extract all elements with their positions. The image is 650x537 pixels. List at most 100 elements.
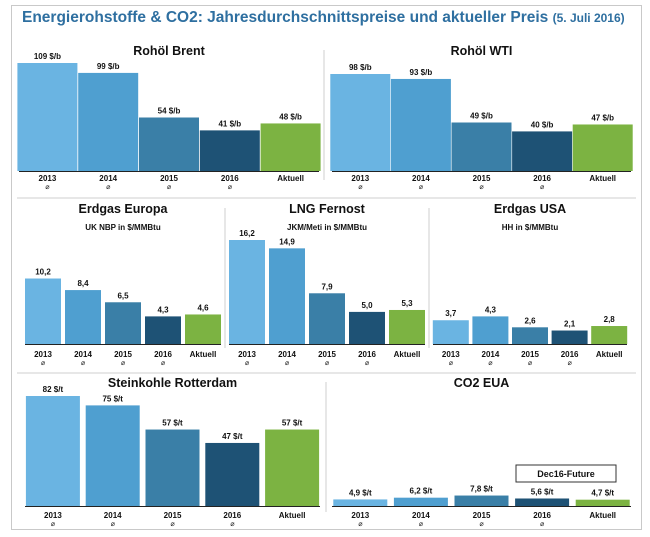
bar-2014 xyxy=(65,290,101,344)
chart-subtitle: JKM/Meti in $/MMBtu xyxy=(287,223,367,232)
average-symbol: ⌀ xyxy=(365,359,369,367)
average-symbol: ⌀ xyxy=(419,183,423,191)
average-symbol: ⌀ xyxy=(358,183,362,191)
x-tick-label: Aktuell xyxy=(589,174,616,183)
average-symbol: ⌀ xyxy=(540,520,544,528)
average-symbol: ⌀ xyxy=(230,520,234,528)
average-symbol: ⌀ xyxy=(51,520,55,528)
average-symbol: ⌀ xyxy=(479,183,483,191)
figure-frame xyxy=(11,5,642,530)
bar-2014 xyxy=(85,405,140,506)
bar-aktuell xyxy=(575,499,630,506)
data-label: 54 $/b xyxy=(158,106,181,115)
bar-2016 xyxy=(349,311,385,344)
data-label: 82 $/t xyxy=(43,385,64,394)
bar-2015 xyxy=(145,429,200,506)
average-symbol: ⌀ xyxy=(285,359,289,367)
data-label: 4,7 $/t xyxy=(591,489,614,498)
x-tick-label: 2015 xyxy=(318,350,336,359)
x-tick-label: 2015 xyxy=(160,174,178,183)
data-label: 10,2 xyxy=(35,268,51,277)
data-label: 5,0 xyxy=(361,301,373,310)
x-tick-label: 2014 xyxy=(104,511,122,520)
x-tick-label: 2015 xyxy=(114,350,132,359)
bar-2015 xyxy=(512,327,548,344)
bar-2016 xyxy=(551,330,588,344)
data-label: 99 $/b xyxy=(97,62,120,71)
x-tick-label: 2014 xyxy=(412,511,430,520)
chart-title: Erdgas USA xyxy=(494,202,566,216)
bar-2014 xyxy=(78,72,139,171)
x-tick-label: 2016 xyxy=(223,511,241,520)
bar-aktuell xyxy=(572,124,633,171)
average-symbol: ⌀ xyxy=(325,359,329,367)
average-symbol: ⌀ xyxy=(228,183,232,191)
data-label: 75 $/t xyxy=(102,394,123,403)
data-label: 4,3 xyxy=(157,305,169,314)
bar-2016 xyxy=(205,442,260,506)
data-label: 93 $/b xyxy=(410,68,433,77)
x-tick-label: 2013 xyxy=(238,350,256,359)
bar-2015 xyxy=(105,302,141,344)
average-symbol: ⌀ xyxy=(540,183,544,191)
x-tick-label: 2013 xyxy=(351,174,369,183)
chart-erdgas-europa: Erdgas Europa UK NBP in $/MMBtu 10,2 2013 ⌀ 8… xyxy=(25,202,221,367)
data-label: 8,4 xyxy=(77,279,89,288)
x-tick-label: 2016 xyxy=(221,174,239,183)
bar-2016 xyxy=(145,316,181,344)
average-symbol: ⌀ xyxy=(449,359,453,367)
chart-title: Rohöl Brent xyxy=(133,44,205,58)
chart-title: Erdgas Europa xyxy=(79,202,169,216)
x-tick-label: 2015 xyxy=(473,511,491,520)
x-tick-label: 2013 xyxy=(442,350,460,359)
x-tick-label: 2013 xyxy=(34,350,52,359)
bar-aktuell xyxy=(260,123,321,171)
x-tick-label: 2016 xyxy=(533,511,551,520)
average-symbol: ⌀ xyxy=(488,359,492,367)
x-tick-label: 2016 xyxy=(154,350,172,359)
data-label: 5,3 xyxy=(401,299,413,308)
data-label: 57 $/t xyxy=(282,419,303,428)
average-symbol: ⌀ xyxy=(567,359,571,367)
bar-2013 xyxy=(229,240,265,344)
average-symbol: ⌀ xyxy=(528,359,532,367)
x-tick-label: 2014 xyxy=(278,350,296,359)
average-symbol: ⌀ xyxy=(358,520,362,528)
chart-subtitle: UK NBP in $/MMBtu xyxy=(85,223,161,232)
bar-2015 xyxy=(309,293,345,344)
bar-2013 xyxy=(330,74,391,171)
data-label: 47 $/t xyxy=(222,432,243,441)
x-tick-label: 2014 xyxy=(99,174,117,183)
x-tick-label: 2013 xyxy=(44,511,62,520)
chart-title: LNG Fernost xyxy=(289,202,366,216)
chart-title: CO2 EUA xyxy=(454,376,510,390)
data-label: 98 $/b xyxy=(349,63,372,72)
data-label: 2,1 xyxy=(564,320,576,329)
data-label: 41 $/b xyxy=(218,119,241,128)
bar-2013 xyxy=(17,63,78,171)
bar-2016 xyxy=(199,130,260,171)
data-label: 14,9 xyxy=(279,237,295,246)
data-label: 47 $/b xyxy=(591,113,614,122)
data-label: 7,8 $/t xyxy=(470,485,493,494)
x-tick-label: 2016 xyxy=(533,174,551,183)
chart-subtitle: HH in $/MMBtu xyxy=(502,223,559,232)
average-symbol: ⌀ xyxy=(121,359,125,367)
bar-2015 xyxy=(139,117,199,171)
x-tick-label: 2013 xyxy=(351,511,369,520)
bar-2015 xyxy=(451,122,512,171)
bar-2013 xyxy=(432,320,469,344)
data-label: 49 $/b xyxy=(470,112,493,121)
note-box xyxy=(515,464,617,483)
chart-title: Rohöl WTI xyxy=(451,44,513,58)
bar-aktuell xyxy=(591,326,628,344)
average-symbol: ⌀ xyxy=(245,359,249,367)
x-tick-label: Aktuell xyxy=(279,511,306,520)
average-symbol: ⌀ xyxy=(170,520,174,528)
average-symbol: ⌀ xyxy=(45,183,49,191)
average-symbol: ⌀ xyxy=(81,359,85,367)
bar-2015 xyxy=(454,495,509,506)
